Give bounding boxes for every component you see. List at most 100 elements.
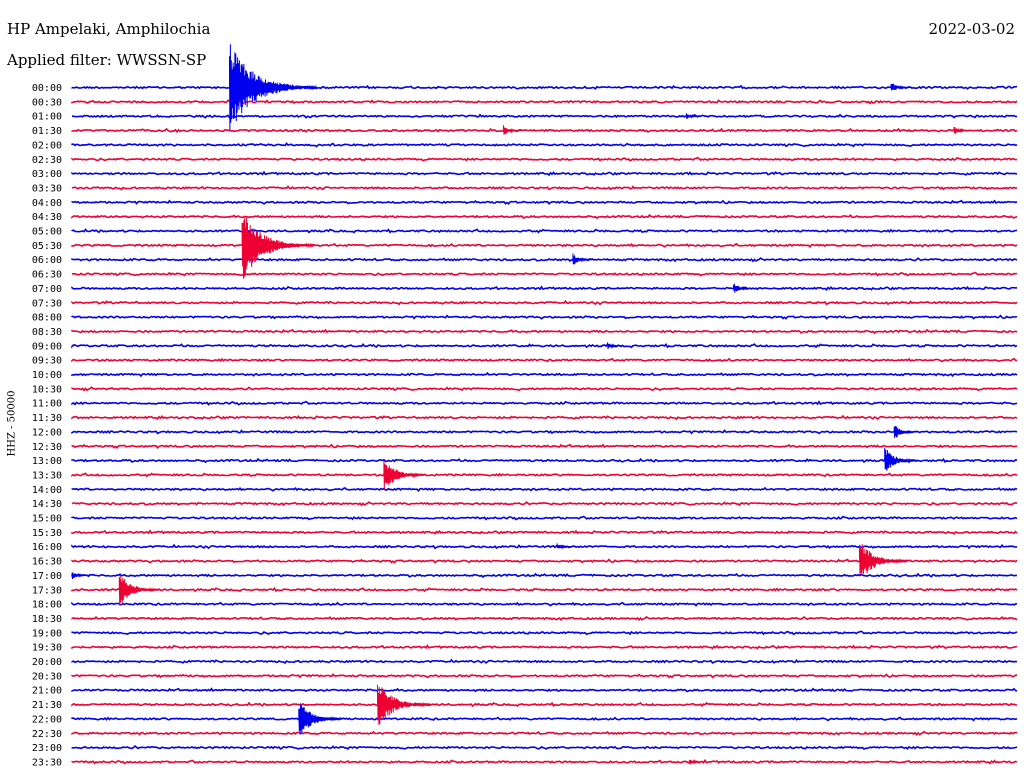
trace-line (71, 343, 1018, 349)
time-tick-label: 04:00 (32, 198, 62, 209)
time-tick-label: 00:30 (32, 97, 62, 108)
time-tick-label: 17:30 (32, 585, 62, 596)
time-tick-label: 19:00 (32, 628, 62, 639)
time-tick-label: 03:00 (32, 169, 62, 180)
trace-line (71, 443, 1018, 449)
time-tick-label: 06:30 (32, 270, 62, 281)
time-tick-label: 18:00 (32, 600, 62, 611)
time-tick-label: 17:00 (32, 571, 62, 582)
time-tick-label: 12:30 (32, 442, 62, 453)
time-tick-label: 20:00 (32, 657, 62, 668)
time-tick-label: 14:00 (32, 485, 62, 496)
seismic-event-waveform (377, 684, 431, 726)
seismic-event-waveform (71, 572, 89, 580)
time-tick-label: 09:00 (32, 341, 62, 352)
date-label: 2022-03-02 (928, 20, 1015, 38)
trace-line (71, 630, 1018, 636)
time-tick-label: 15:00 (32, 514, 62, 525)
trace-line (71, 199, 1018, 205)
seismic-event-waveform (859, 544, 909, 576)
seismic-event-waveform (893, 425, 918, 438)
trace-line (71, 99, 1018, 105)
trace-line (71, 758, 1018, 765)
time-tick-label: 13:00 (32, 456, 62, 467)
trace-line (71, 84, 1018, 91)
trace-line (71, 472, 1018, 478)
time-tick-label: 02:30 (32, 155, 62, 166)
station-title: HP Ampelaki, Amphilochia (7, 20, 211, 38)
trace-line (71, 615, 1018, 622)
trace-line (71, 285, 1018, 291)
time-tick-label: 08:30 (32, 327, 62, 338)
time-tick-label: 03:30 (32, 183, 62, 194)
time-tick-label: 07:00 (32, 284, 62, 295)
time-tick-label: 08:00 (32, 313, 62, 324)
trace-line (71, 156, 1018, 162)
time-tick-label: 04:30 (32, 212, 62, 223)
time-tick-label: 22:30 (32, 729, 62, 740)
seismic-event-waveform (685, 113, 702, 119)
time-tick-label: 11:00 (32, 399, 62, 410)
time-tick-label: 05:30 (32, 241, 62, 252)
trace-line (71, 543, 1018, 550)
time-tick-label: 05:00 (32, 227, 62, 238)
time-tick-label: 12:00 (32, 427, 62, 438)
trace-line (71, 170, 1018, 177)
time-tick-label: 22:00 (32, 714, 62, 725)
trace-line (72, 113, 1018, 120)
trace-line (71, 730, 1017, 736)
time-tick-label: 20:30 (32, 671, 62, 682)
time-tick-label: 06:00 (32, 255, 62, 266)
time-tick-label: 21:30 (32, 700, 62, 711)
time-tick-label: 11:30 (32, 413, 62, 424)
time-tick-label: 21:00 (32, 686, 62, 697)
seismic-event-waveform (607, 342, 623, 350)
trace-line (71, 558, 1018, 564)
seismic-event-waveform (884, 447, 919, 471)
time-tick-label: 10:30 (32, 384, 62, 395)
trace-line (71, 486, 1018, 493)
trace-line (71, 185, 1018, 191)
time-tick-label: 23:30 (32, 757, 62, 768)
seismic-event-waveform (241, 217, 315, 279)
time-tick-label: 01:00 (32, 112, 62, 123)
trace-line (71, 457, 1018, 464)
time-tick-label: 13:30 (32, 470, 62, 481)
filter-label: Applied filter: WWSSN-SP (7, 51, 207, 69)
trace-line (71, 314, 1018, 320)
trace-line (71, 228, 1018, 234)
trace-line (71, 242, 1018, 249)
trace-line (71, 328, 1018, 335)
trace-line (71, 701, 1018, 708)
trace-line (71, 586, 1018, 593)
time-tick-label: 09:30 (32, 356, 62, 367)
trace-line (71, 601, 1018, 607)
trace-line (71, 572, 1018, 579)
trace-line (71, 501, 1018, 507)
time-tick-label: 23:00 (32, 743, 62, 754)
trace-line (71, 257, 1018, 263)
trace-line (71, 658, 1018, 665)
seismic-event-waveform (556, 543, 573, 550)
trace-line (71, 127, 1018, 134)
seismic-event-waveform (383, 460, 425, 490)
trace-line (71, 357, 1018, 363)
time-tick-label: 00:00 (32, 83, 62, 94)
trace-line (71, 271, 1018, 277)
trace-line (71, 515, 1018, 521)
seismic-event-waveform (572, 253, 593, 265)
seismic-event-waveform (229, 44, 318, 130)
time-tick-label: 14:30 (32, 499, 62, 510)
time-tick-label: 15:30 (32, 528, 62, 539)
seismic-event-waveform (688, 758, 705, 765)
seismic-event-waveform (890, 83, 912, 91)
trace-line (71, 644, 1018, 650)
trace-line (71, 371, 1018, 378)
time-tick-label: 18:30 (32, 614, 62, 625)
trace-line (71, 299, 1018, 306)
time-tick-label: 16:30 (32, 557, 62, 568)
time-tick-label: 01:30 (32, 126, 62, 137)
seismic-event-waveform (953, 126, 971, 134)
time-tick-label: 16:00 (32, 542, 62, 553)
